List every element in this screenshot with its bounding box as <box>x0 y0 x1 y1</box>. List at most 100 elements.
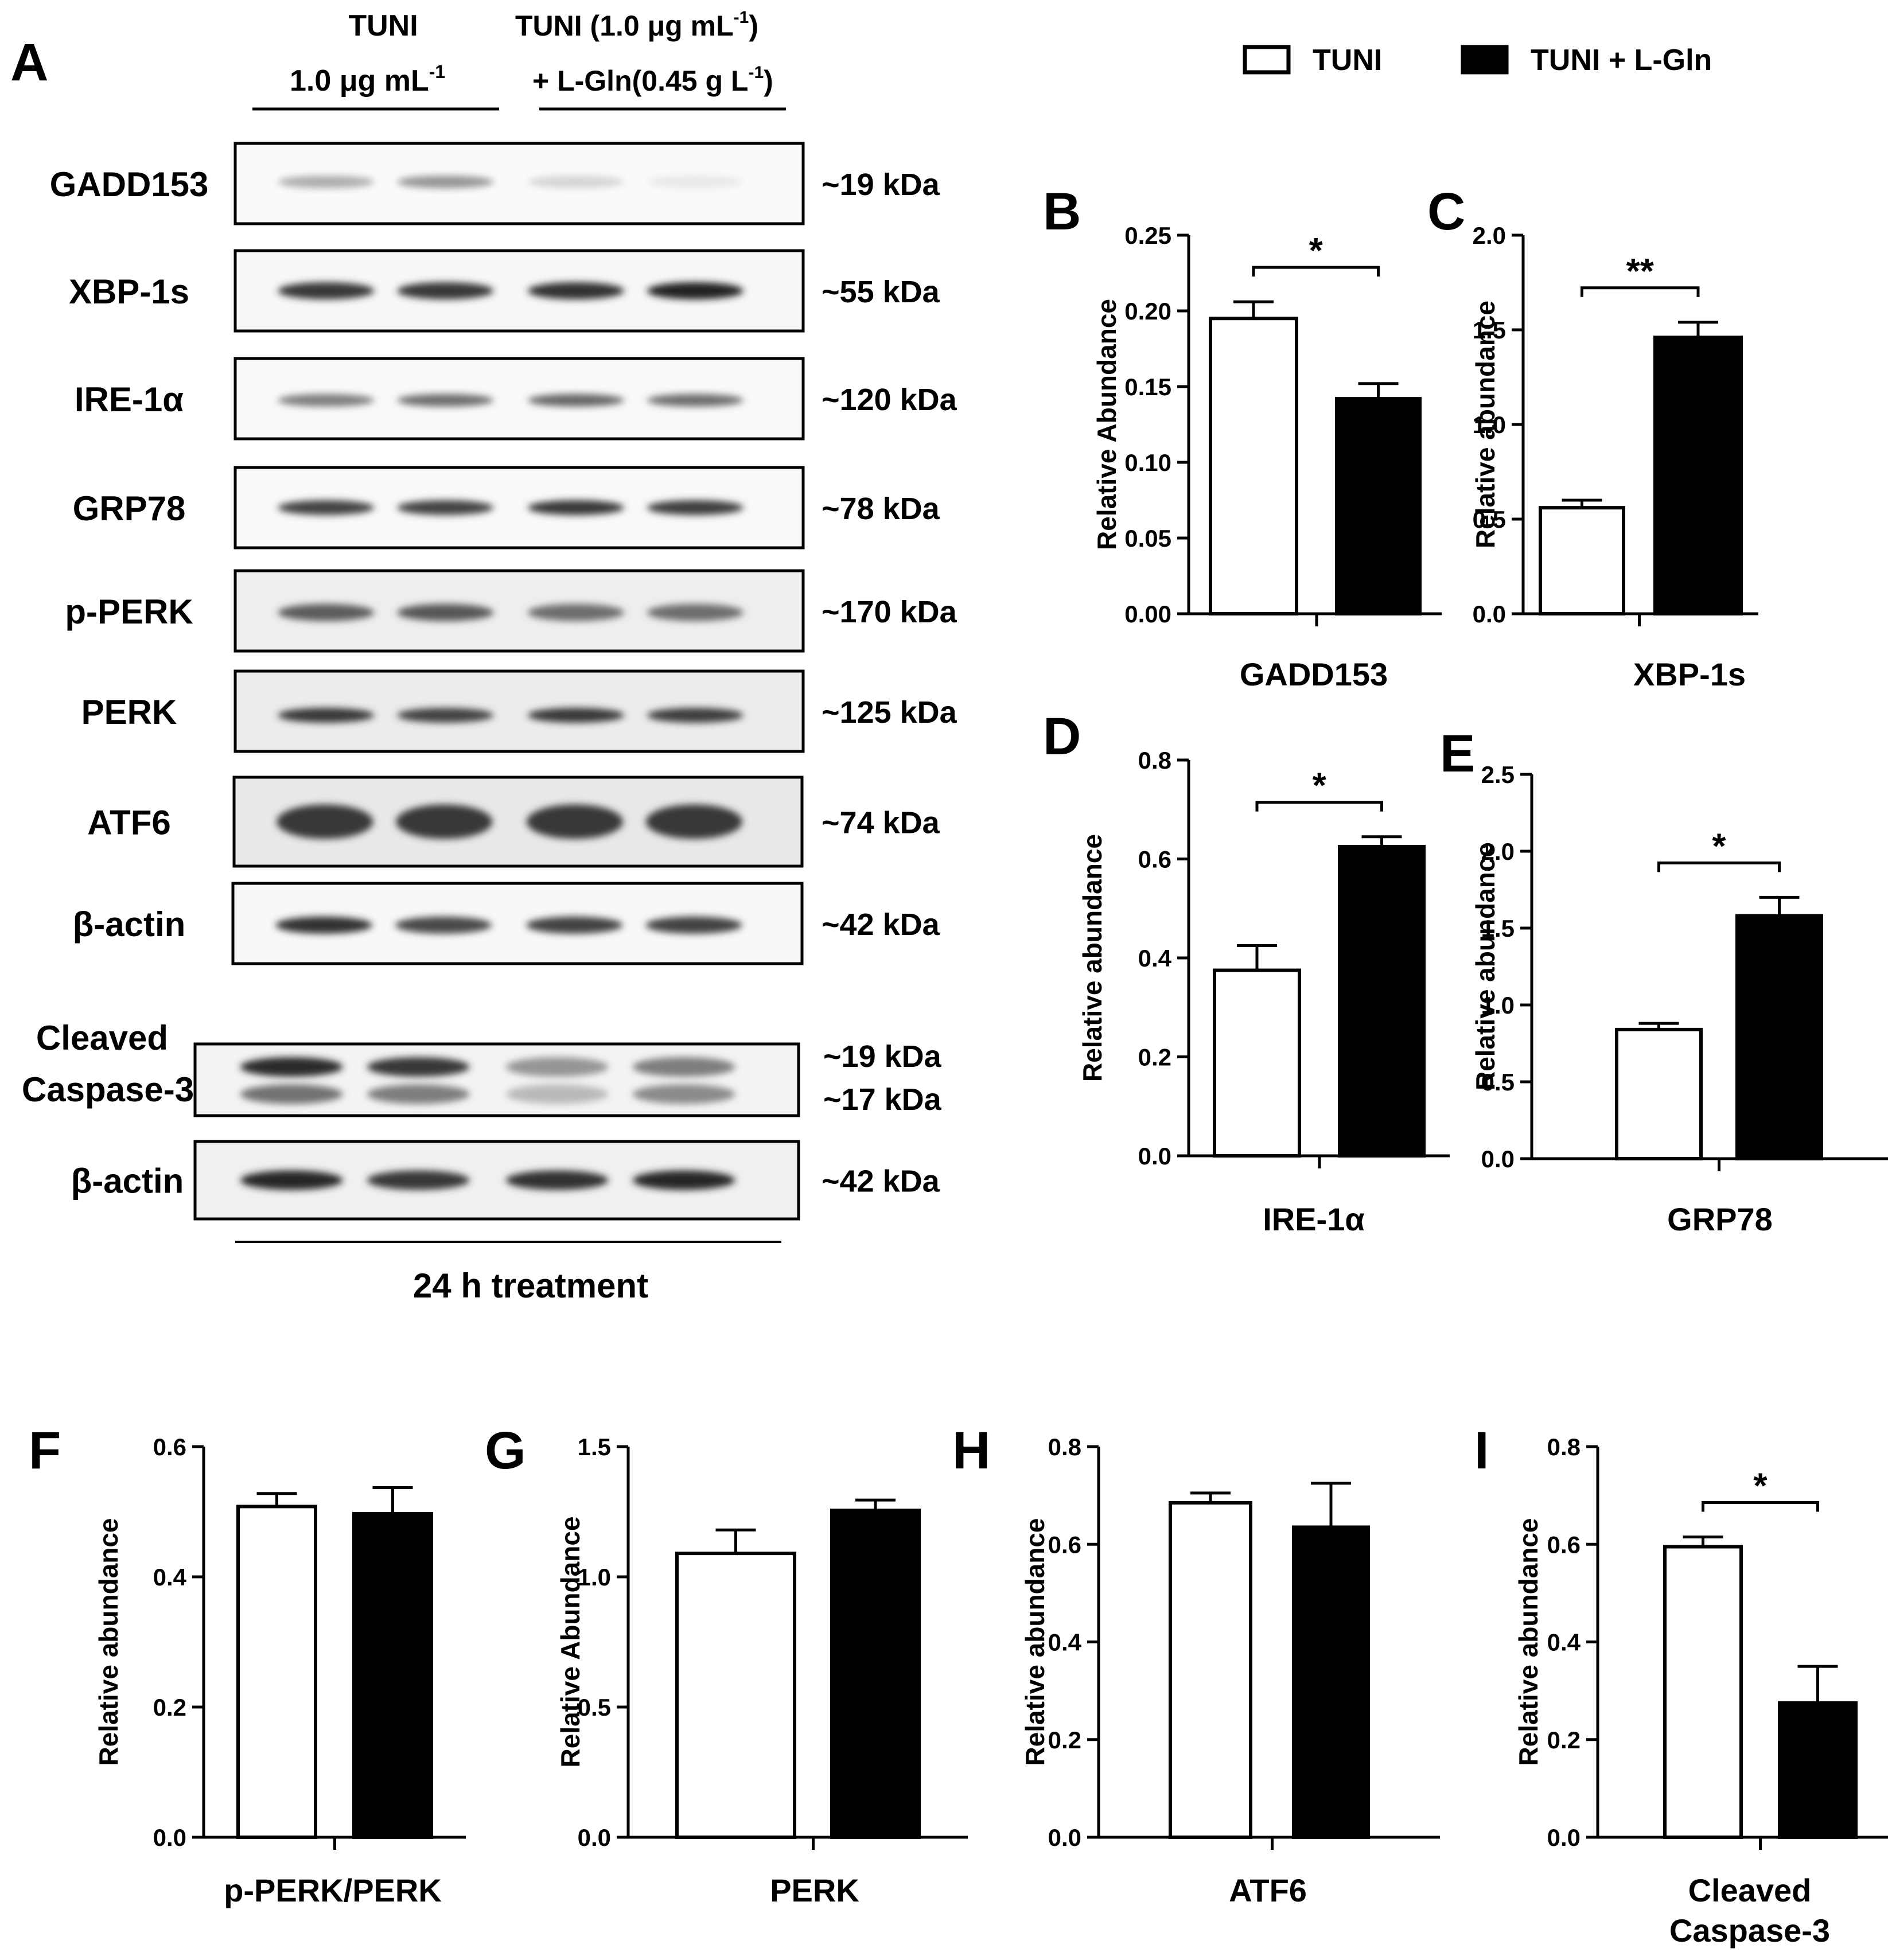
y-axis-label: Relative abundance <box>1470 843 1500 1090</box>
y-tick-label: 0.8 <box>1138 747 1171 774</box>
bar <box>1169 1501 1252 1840</box>
blot-label: β-actin <box>73 905 186 944</box>
x-axis-label: GADD153 <box>1240 656 1388 692</box>
blot-label: p-PERK <box>65 593 193 631</box>
blot-band <box>527 393 625 407</box>
blot-label: IRE-1α <box>75 380 184 419</box>
y-tick-label: 0.6 <box>1048 1531 1081 1558</box>
chart-panel: G 0.0 0.5 1.0 1.5 Relative Abundance PERK <box>485 1421 968 1908</box>
treatment-label: 24 h treatment <box>413 1267 648 1305</box>
blot-kda: ~120 kDa <box>822 383 957 417</box>
blot-band <box>525 916 623 934</box>
panel-letter: G <box>485 1421 526 1480</box>
bar <box>1735 914 1823 1161</box>
chart-panel: F 0.0 0.2 0.4 0.6 Relative abundance p-PERK/PE… <box>29 1421 466 1908</box>
y-tick-label: 1.0 <box>1473 411 1506 438</box>
blot-band <box>632 1170 735 1190</box>
blot-band <box>278 500 375 515</box>
blot-band <box>367 1057 470 1077</box>
bar <box>1338 844 1426 1158</box>
y-tick-label: 0.6 <box>153 1433 186 1460</box>
blot-band <box>240 1057 343 1077</box>
blot-band <box>396 804 493 839</box>
y-axis-label: Relative Abundance <box>555 1517 585 1768</box>
x-axis-label: PERK <box>770 1872 859 1908</box>
x-axis-label: Cleaved <box>1688 1872 1812 1908</box>
blot-kda: ~170 kDa <box>822 595 957 629</box>
y-tick-label: 1.5 <box>1473 317 1506 344</box>
blot-row: GADD153 ~19 kDa <box>50 142 940 225</box>
blot-band <box>647 393 744 407</box>
blot-band <box>395 916 492 934</box>
panel-letter: E <box>1440 724 1475 783</box>
y-tick-label: 0.8 <box>1048 1433 1081 1460</box>
panel-a: A TUNI 1.0 μg mL-1 TUNI (1.0 μg mL-1) + … <box>10 8 957 1305</box>
y-axis-label: Relative abundance <box>1470 301 1500 548</box>
y-tick-label: 1.0 <box>1481 992 1515 1019</box>
y-tick-label: 0.15 <box>1124 373 1171 400</box>
bar <box>1292 1525 1370 1840</box>
significance-bracket <box>1702 1501 1819 1512</box>
blot-kda: ~78 kDa <box>822 492 940 526</box>
y-tick-label: 0.00 <box>1124 601 1171 628</box>
chart-panel: C 0.0 0.5 1.0 1.5 2.0 Relative abundance XBP-1s… <box>1427 182 1758 692</box>
y-tick-label: 0.05 <box>1124 525 1171 552</box>
bar-charts: B 0.00 0.05 0.10 0.15 0.20 0.25 Relative Abunda… <box>29 182 1888 1949</box>
blot-band <box>367 1084 470 1104</box>
blot-frame <box>193 1042 800 1117</box>
y-tick-label: 0.4 <box>1048 1629 1082 1656</box>
blot-band <box>527 500 625 515</box>
blot-band <box>397 282 494 299</box>
blot-band <box>647 282 744 299</box>
y-tick-label: 0.25 <box>1124 222 1171 249</box>
bar <box>1209 317 1298 615</box>
blot-band <box>278 393 375 407</box>
blot-band <box>397 708 494 723</box>
y-tick-label: 0.6 <box>1138 846 1171 873</box>
blot-kda-2: ~17 kDa <box>823 1082 942 1117</box>
y-tick-label: 0.2 <box>1048 1727 1081 1754</box>
blot-band <box>275 916 373 934</box>
blot-band <box>397 500 494 515</box>
y-axis-label: Relative Abundance <box>1092 299 1122 550</box>
blot-label: ATF6 <box>87 804 171 842</box>
blot-label-line1: Cleaved <box>36 1019 168 1057</box>
blot-kda: ~55 kDa <box>822 275 940 309</box>
blot-kda: ~125 kDa <box>822 695 957 730</box>
blot-row: PERK ~125 kDa <box>81 669 957 753</box>
y-tick-label: 0.0 <box>1481 1145 1515 1172</box>
y-tick-label: 1.5 <box>578 1433 611 1460</box>
blot-band <box>397 176 494 189</box>
blot-kda: ~74 kDa <box>822 806 940 840</box>
blot-row: XBP-1s ~55 kDa <box>69 249 940 333</box>
blot-label: XBP-1s <box>69 272 189 311</box>
y-axis-label: Relative abundance <box>1513 1518 1543 1766</box>
blot-band <box>240 1084 343 1104</box>
group2-dose: + L-Gln(0.45 g L-1) <box>532 63 773 97</box>
bar <box>1778 1701 1858 1839</box>
blot-band <box>397 393 494 407</box>
panel-letter: H <box>952 1421 990 1480</box>
blot-band <box>527 176 625 189</box>
legend-label-tuni-lgln: TUNI + L-Gln <box>1531 44 1712 77</box>
panel-letter: D <box>1043 707 1081 766</box>
group1-dose: 1.0 μg mL-1 <box>290 61 445 98</box>
y-tick-label: 0.2 <box>153 1694 186 1721</box>
y-tick-label: 0.2 <box>1547 1727 1581 1754</box>
significance-bracket <box>1657 861 1781 872</box>
legend-swatch-tuni <box>1243 45 1291 75</box>
blot-stack: GADD153 ~19 kDa XBP-1s ~55 kDa IRE-1α ~120 kD… <box>22 142 957 1221</box>
y-tick-label: 0.20 <box>1124 298 1171 325</box>
legend-swatch-tuni-lgln <box>1461 45 1509 75</box>
blot-band <box>277 804 373 839</box>
y-tick-label: 0.6 <box>1547 1531 1581 1558</box>
panel-letter: B <box>1043 182 1081 241</box>
significance-mark: * <box>1712 827 1726 866</box>
blot-band <box>647 603 744 621</box>
y-tick-label: 0.5 <box>1473 506 1506 533</box>
blot-band <box>647 176 744 189</box>
chart-panel: D 0.0 0.2 0.4 0.6 0.8 Relative abundance IRE-1α… <box>1043 707 1450 1237</box>
y-tick-label: 0.4 <box>1547 1629 1581 1656</box>
bar <box>830 1509 921 1839</box>
